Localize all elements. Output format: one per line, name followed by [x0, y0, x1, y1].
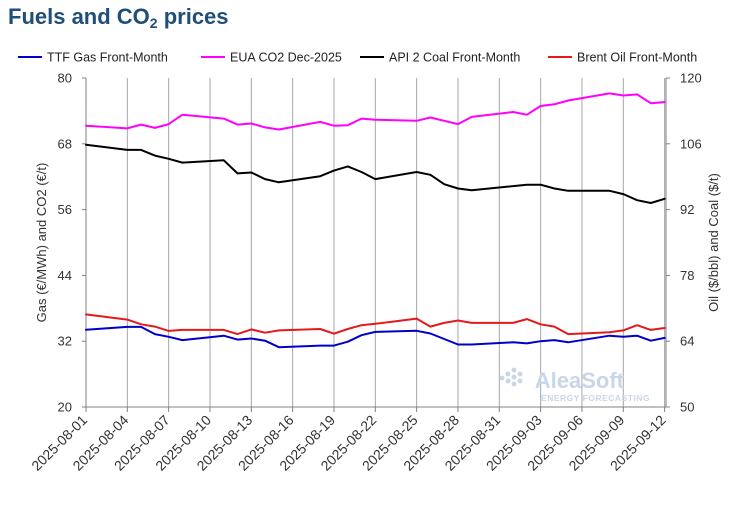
- y-axis-left-title: Gas (€/MWh) and CO2 (€/t): [34, 163, 49, 323]
- y-left-tick-label: 56: [58, 202, 72, 217]
- logo-dot: [505, 378, 511, 384]
- y-right-tick-label: 120: [680, 71, 702, 86]
- chart-title-subscript: 2: [149, 15, 158, 31]
- watermark-tagline: ENERGY FORECASTING: [541, 393, 650, 403]
- chart-title-tail: prices: [157, 4, 229, 29]
- series-line-1: [85, 325, 666, 349]
- series-layer: [85, 92, 666, 349]
- logo-dot: [499, 375, 505, 381]
- logo-dot: [511, 381, 517, 387]
- y-left-tick-label: 32: [58, 334, 72, 349]
- logo-dot: [511, 367, 517, 373]
- logo-dot: [505, 371, 511, 377]
- legend-label: API 2 Coal Front-Month: [389, 51, 520, 65]
- y-left-tick-label: 80: [58, 71, 72, 86]
- y-right-tick-label: 92: [680, 202, 694, 217]
- logo-dot: [517, 378, 523, 384]
- y-left-tick-label: 20: [58, 400, 72, 415]
- legend: TTF Gas Front-Month EUA CO2 Dec-2025 API 2…: [18, 51, 697, 65]
- legend-label: EUA CO2 Dec-2025: [230, 51, 342, 65]
- logo-dot: [517, 371, 523, 377]
- series-line-2: [85, 92, 666, 131]
- y-left-tick-label: 68: [58, 136, 72, 151]
- y-left-tick-label: 44: [58, 268, 72, 283]
- chart-title-main: Fuels and CO: [8, 4, 150, 29]
- y-right-tick-label: 106: [680, 136, 702, 151]
- watermark-brand: AleaSoft: [535, 368, 625, 393]
- y-right-tick-label: 64: [680, 334, 694, 349]
- legend-label: TTF Gas Front-Month: [47, 51, 168, 65]
- chart-title: Fuels and CO2 prices: [8, 4, 229, 31]
- series-line-4: [85, 313, 666, 336]
- y-right-tick-label: 78: [680, 268, 694, 283]
- series-line-3: [85, 143, 666, 204]
- legend-label: Brent Oil Front-Month: [577, 51, 697, 65]
- logo-dot: [511, 374, 517, 380]
- axes: 2025-08-012025-08-042025-08-072025-08-10…: [28, 71, 721, 474]
- y-right-tick-label: 50: [680, 400, 694, 415]
- y-axis-right-title: Oil ($/bbl) and Coal ($/t): [706, 173, 721, 312]
- grid: [85, 78, 666, 407]
